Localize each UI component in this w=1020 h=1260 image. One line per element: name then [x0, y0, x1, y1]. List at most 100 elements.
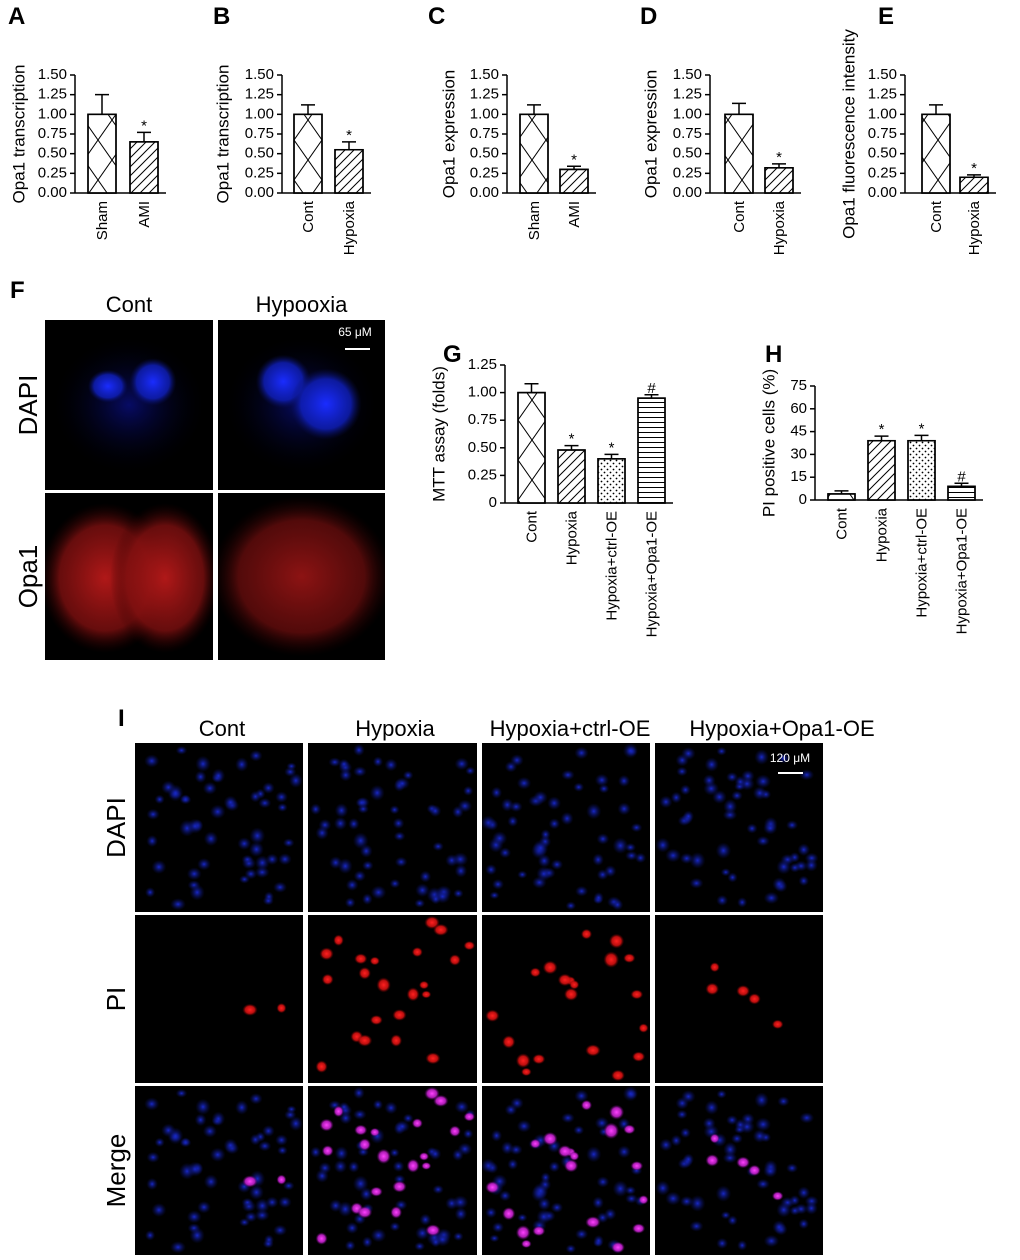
cell — [344, 897, 356, 908]
cell — [273, 881, 288, 893]
micrograph — [308, 1086, 477, 1255]
cell — [565, 1244, 577, 1254]
cell — [723, 798, 738, 815]
cell — [536, 1209, 552, 1225]
cell — [557, 973, 573, 987]
scale-bar-label: 120 μM — [770, 751, 810, 765]
cell — [235, 1100, 249, 1115]
cell — [716, 746, 727, 756]
cell — [772, 1220, 786, 1235]
cytoplasm — [110, 503, 213, 653]
cell — [705, 982, 720, 996]
significance-marker: * — [569, 431, 575, 448]
cell — [369, 1127, 380, 1137]
significance-marker: * — [879, 421, 885, 438]
cell — [353, 743, 365, 757]
cell — [406, 987, 420, 1002]
y-tick-label: 1.00 — [868, 105, 897, 122]
cell — [276, 1174, 287, 1185]
y-tick-label: 0.00 — [38, 184, 67, 201]
cell — [771, 1019, 784, 1030]
x-tick-label: Cont — [524, 510, 541, 543]
cytoplasm — [218, 496, 385, 657]
cell — [202, 781, 217, 795]
cell — [452, 1148, 464, 1162]
cell — [411, 947, 423, 958]
micrograph — [135, 915, 303, 1083]
cell — [532, 1053, 546, 1065]
cell — [723, 1141, 738, 1158]
cell — [353, 1109, 367, 1120]
cell — [254, 866, 270, 879]
cell — [509, 801, 523, 813]
cell — [776, 859, 792, 875]
micrograph — [135, 1086, 303, 1255]
cell — [463, 1112, 476, 1122]
cell — [704, 1100, 719, 1115]
cell — [202, 1124, 217, 1138]
cell — [681, 747, 696, 761]
cell — [348, 1160, 360, 1173]
y-axis-label: PI positive cells (%) — [759, 369, 778, 517]
cell — [804, 858, 818, 872]
micrograph-content — [53, 337, 205, 473]
cell — [310, 803, 322, 815]
column-label: Hypoxia+ctrl-OE — [490, 716, 651, 741]
cell — [542, 1131, 558, 1146]
y-axis-label: Opa1 transcription — [9, 65, 28, 204]
cell — [715, 842, 732, 859]
bar-hatch — [519, 113, 549, 194]
error-bar — [772, 163, 786, 168]
micrograph — [482, 915, 650, 1083]
cell — [517, 1213, 528, 1222]
cell — [452, 852, 469, 867]
cell — [542, 960, 558, 975]
cell — [727, 872, 738, 883]
cell — [752, 1129, 767, 1143]
cell — [665, 1191, 682, 1206]
cell — [354, 1124, 368, 1136]
cell — [175, 1088, 188, 1098]
cell — [315, 1169, 329, 1183]
cell — [345, 1222, 359, 1234]
cell — [315, 826, 329, 840]
cell — [384, 758, 398, 772]
cell — [592, 1196, 604, 1209]
cell — [167, 784, 184, 802]
cell — [491, 1221, 505, 1233]
panel-letter: B — [213, 3, 230, 30]
y-tick-label: 0.75 — [868, 125, 897, 142]
cell — [394, 856, 408, 868]
cell — [418, 1152, 430, 1161]
cell — [704, 757, 719, 772]
cell — [705, 1154, 720, 1167]
cell — [454, 864, 468, 878]
y-tick-label: 0.25 — [673, 164, 702, 181]
cell — [357, 1206, 373, 1219]
significance-marker: * — [776, 149, 782, 166]
cell — [145, 1230, 156, 1241]
cell — [603, 951, 620, 968]
cell — [772, 877, 786, 892]
cell — [151, 1202, 167, 1218]
cell — [689, 877, 704, 889]
cell — [186, 1210, 202, 1224]
cell — [249, 841, 264, 857]
cell — [521, 1067, 532, 1077]
cell — [449, 1125, 461, 1137]
cell — [681, 1090, 696, 1104]
cell — [507, 1158, 519, 1170]
cell — [333, 1105, 344, 1118]
cell — [731, 790, 743, 801]
x-tick-label: Hypoxia — [966, 200, 983, 255]
cell — [189, 884, 205, 901]
y-tick-label: 1.50 — [38, 66, 67, 83]
cell — [580, 928, 593, 940]
row-label: DAPI — [101, 797, 131, 858]
cell — [389, 878, 401, 889]
cell — [211, 1111, 226, 1127]
error-bar — [644, 394, 659, 399]
cell — [499, 1190, 512, 1202]
cell — [389, 805, 400, 815]
cell — [463, 1128, 474, 1139]
